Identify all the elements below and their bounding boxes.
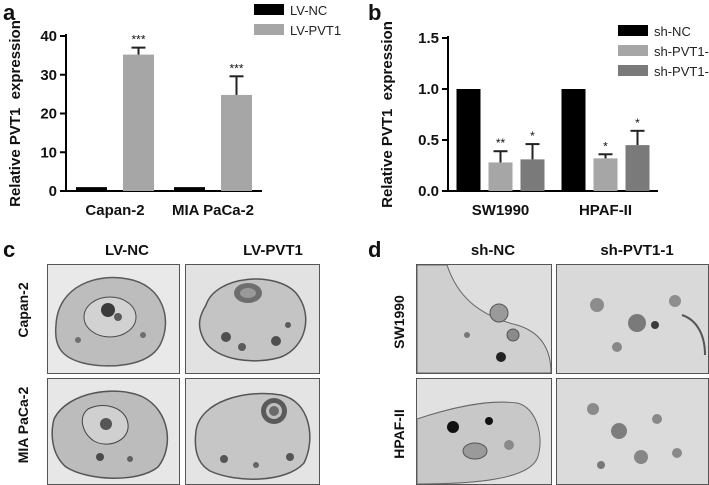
bar-lv-pvt1-mia-paca-2 — [221, 94, 252, 191]
significance-label: ** — [496, 136, 506, 150]
panel-letter-c: c — [3, 237, 16, 262]
micrograph-miapaca2-lvnc — [47, 378, 180, 485]
legend-swatch — [618, 65, 648, 76]
micrograph-sw1990-shpvt1-1 — [556, 264, 709, 374]
bar-sh-nc-sw1990 — [456, 89, 481, 191]
x-tick-label: MIA PaCa-2 — [172, 202, 254, 219]
panel-c-col-header-1: LV-NC — [105, 242, 149, 259]
legend-label: sh-PVT1-2 — [654, 64, 709, 79]
panel-d-col-header-1: sh-NC — [470, 242, 516, 259]
x-tick-label: SW1990 — [472, 202, 530, 219]
micrograph-capan2-lvnc — [47, 264, 180, 374]
bar-sh-pvt1-2-hpaf-ii — [625, 145, 650, 191]
bar-sh-nc-hpaf-ii — [561, 89, 586, 191]
legend-label: sh-NC — [654, 24, 691, 39]
y-tick-label: 1.0 — [418, 81, 439, 98]
micrograph-capan2-lvpvt1 — [185, 264, 320, 374]
bar-sh-pvt1-1-hpaf-ii — [593, 158, 618, 191]
micrograph-sw1990-shnc — [416, 264, 552, 374]
panel-letter-a: a — [3, 0, 16, 25]
y-tick-label: 30 — [40, 67, 57, 84]
legend-swatch — [254, 4, 284, 15]
legend-swatch — [618, 45, 648, 56]
panel-c-row-label-2: MIA PaCa-2 — [15, 386, 31, 464]
bar-lv-nc-capan-2 — [76, 187, 107, 191]
y-tick-label: 1.5 — [418, 30, 439, 47]
panel-d-col-header-2: sh-PVT1-1 — [600, 242, 674, 259]
micrograph-hpafii-shnc — [416, 378, 552, 485]
significance-label: * — [635, 116, 640, 130]
bar-sh-pvt1-2-sw1990 — [520, 159, 545, 191]
panel-d-row-label-2: HPAF-II — [391, 409, 407, 459]
bar-lv-pvt1-capan-2 — [123, 54, 154, 191]
panel-c-col-header-2: LV-PVT1 — [243, 242, 303, 259]
bar-sh-pvt1-1-sw1990 — [488, 162, 513, 191]
legend-label: sh-PVT1-1 — [654, 44, 709, 59]
significance-label: * — [603, 139, 608, 153]
y-tick-label: 20 — [40, 106, 57, 123]
panel-letter-b: b — [368, 0, 382, 25]
y-tick-label: 0.0 — [418, 183, 439, 200]
legend-swatch — [254, 24, 284, 35]
y-tick-label: 40 — [40, 28, 57, 45]
x-tick-label: HPAF-II — [579, 202, 632, 219]
significance-label: * — [530, 129, 535, 143]
chart-a: 0 10 20 30 40 Relative PVT1 expression *** Capa… — [7, 3, 341, 219]
micrograph-miapaca2-lvpvt1 — [185, 378, 320, 485]
significance-label: *** — [229, 61, 243, 75]
micrograph-hpafii-shpvt1-1 — [556, 378, 709, 485]
legend-swatch — [618, 25, 648, 36]
significance-label: *** — [131, 33, 145, 47]
panel-d-row-label-1: SW1990 — [391, 295, 407, 349]
y-tick-label: 0.5 — [418, 132, 439, 149]
y-tick-label: 10 — [40, 144, 57, 161]
y-axis-label: Relative PVT1 expression — [379, 21, 396, 208]
y-tick-label: 0 — [49, 183, 57, 200]
panel-c-row-label-1: Capan-2 — [15, 282, 31, 338]
bar-lv-nc-mia-paca-2 — [174, 187, 205, 191]
legend-label: LV-NC — [290, 3, 327, 18]
panel-letter-d: d — [368, 237, 382, 262]
legend-label: LV-PVT1 — [290, 23, 341, 38]
x-tick-label: Capan-2 — [85, 202, 144, 219]
y-axis-label: Relative PVT1 expression — [7, 20, 24, 207]
